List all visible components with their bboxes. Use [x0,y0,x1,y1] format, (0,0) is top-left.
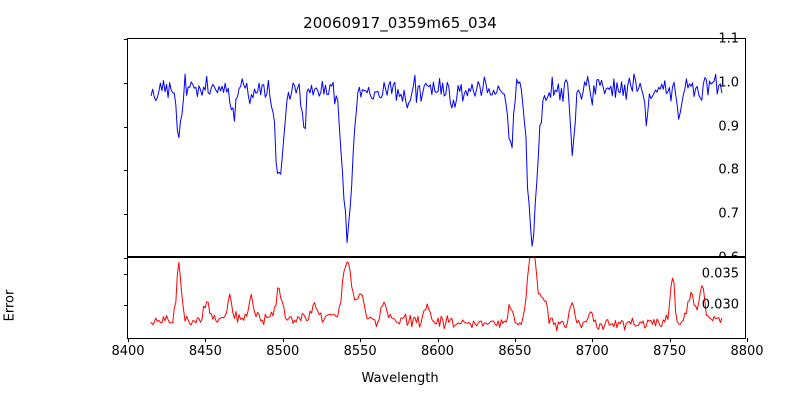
x-axis-tick-label: 8750 [653,344,687,359]
x-axis-tick-label: 8500 [266,344,300,359]
page-title: 20060917_0359m65_034 [303,14,497,32]
x-axis-tick [360,338,362,342]
x-axis-tick [437,338,439,342]
x-axis-tick-label: 8600 [420,344,455,359]
x-axis-tick-label: 8400 [111,344,145,359]
error-line-series [128,258,745,338]
x-axis-tick [747,338,749,342]
x-axis-tick [205,338,207,342]
spectrum-line-series [128,39,745,256]
x-axis-tick-label: 8550 [343,344,377,359]
x-axis-tick-label: 8650 [498,344,532,359]
wavelength-axis-title: Wavelength [361,371,439,386]
x-axis-tick [514,338,516,342]
x-axis-tick-label: 8800 [730,344,764,359]
x-axis-tick [128,338,130,342]
spectrum-plot-panel: 0.60.70.80.91.01.1 [124,32,746,266]
x-axis-tick [592,338,594,342]
x-axis-tick [282,338,284,342]
x-axis-tick-label: 8450 [188,344,222,359]
error-plot-panel: 0.030 0.035 8400 8450 8500 8550 8600 8650 8700 8… [111,257,764,359]
x-axis-tick [669,338,671,342]
error-axis-title: Error [2,289,18,322]
x-axis-tick-label: 8700 [575,344,609,359]
